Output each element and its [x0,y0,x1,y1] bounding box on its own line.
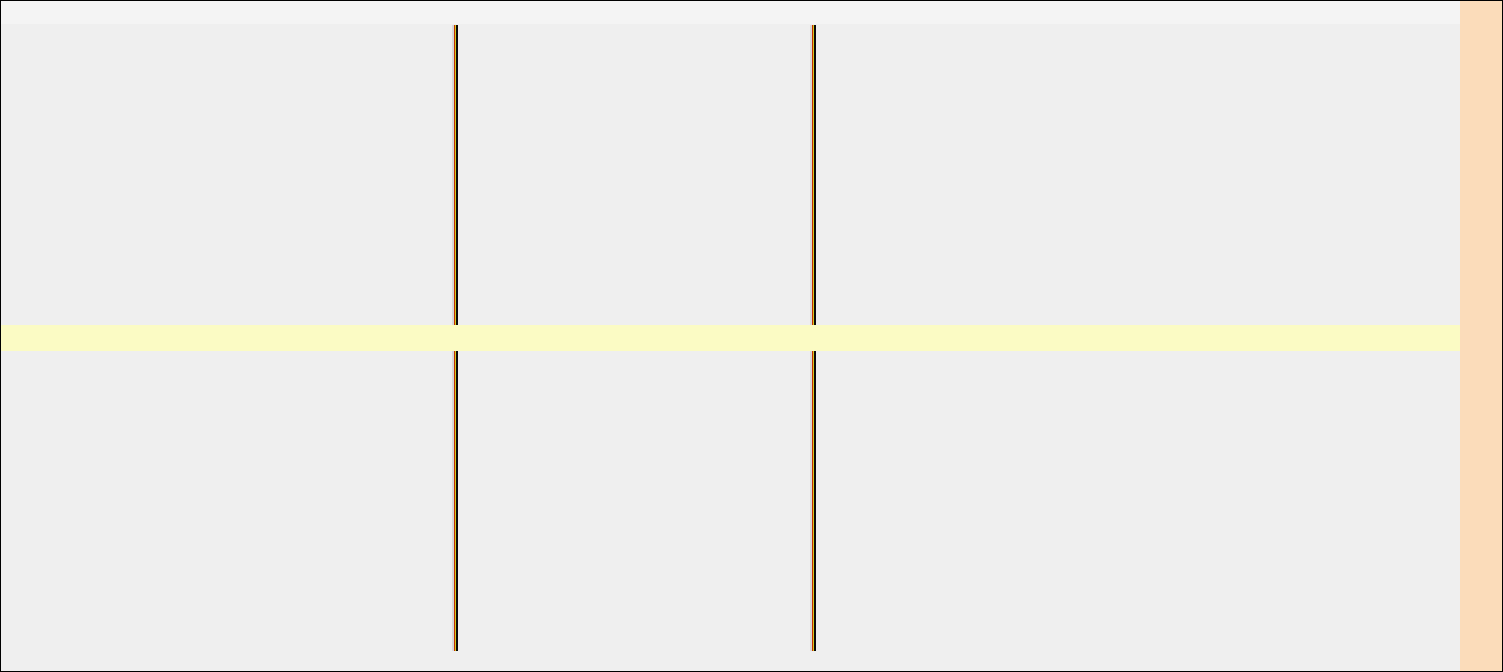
time-axis [1,325,1460,351]
polarization-label-lcp [1,421,17,573]
spectrogram-rcp-00-07utc [17,25,452,325]
panel-divider [452,25,458,325]
title-bar [1,1,1460,24]
polarization-label-rcp [1,95,17,247]
spectrogram-rcp-07-13utc [458,25,810,325]
panel-divider [452,351,458,651]
frequency-axis-strip [1460,1,1502,671]
panel-divider [810,351,816,651]
spectrogram-rcp-13-24utc [816,25,1460,325]
spectrogram-lcp-00-07utc [17,351,452,651]
panel-divider [810,25,816,325]
spectrogram-lcp-13-24utc [816,351,1460,651]
spectrogram-lcp-07-13utc [458,351,810,651]
